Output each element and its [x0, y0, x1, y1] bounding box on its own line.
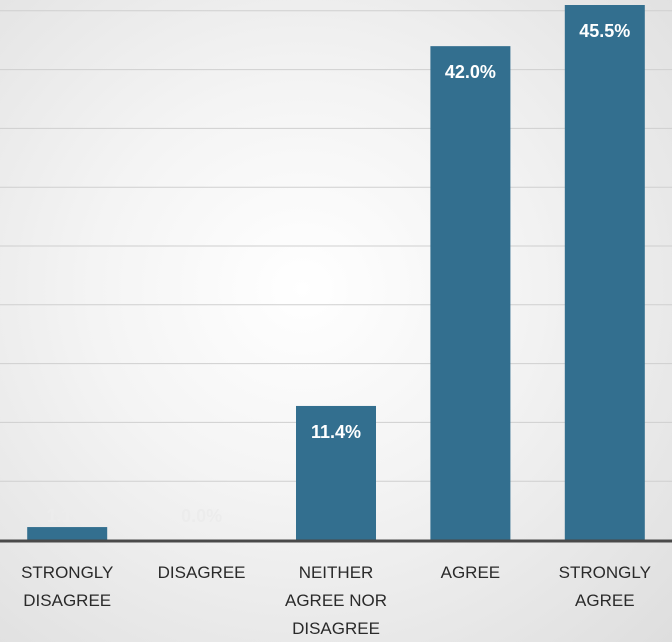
bar [27, 527, 108, 540]
bar [296, 405, 376, 540]
category-tick-label-line: AGREE [575, 591, 635, 610]
data-label: 0.0% [181, 506, 222, 526]
data-label: 42.0% [445, 62, 496, 82]
gridlines [0, 10, 672, 482]
category-tick-label: STRONGLY AGREE [559, 563, 651, 610]
category-tick-label-line: AGREE [441, 563, 501, 582]
data-label: 1.1% [47, 506, 88, 526]
bar [430, 46, 511, 541]
bars [27, 5, 645, 541]
category-tick-label: STRONGLY DISAGREE [21, 563, 113, 610]
category-tick-label-line: DISAGREE [23, 591, 111, 610]
bar [564, 5, 645, 540]
category-tick-labels: STRONGLY DISAGREE DISAGREE NEITHER AGREE NOR… [21, 563, 651, 638]
data-label: 45.5% [579, 21, 630, 41]
category-tick-label: DISAGREE [158, 563, 246, 582]
category-tick-label: AGREE [441, 563, 501, 582]
category-tick-label-line: DISAGREE [158, 563, 246, 582]
data-label: 11.4% [311, 422, 361, 442]
category-tick-label: NEITHER AGREE NOR DISAGREE [285, 563, 387, 638]
category-tick-label-line: AGREE NOR [285, 591, 387, 610]
data-labels: 1.1% 0.0% 11.4% 42.0% 45.5% [47, 21, 631, 526]
category-tick-label-line: NEITHER [299, 563, 374, 582]
category-tick-label-line: STRONGLY [559, 563, 651, 582]
category-tick-label-line: STRONGLY [21, 563, 113, 582]
category-tick-label-line: DISAGREE [292, 619, 380, 638]
